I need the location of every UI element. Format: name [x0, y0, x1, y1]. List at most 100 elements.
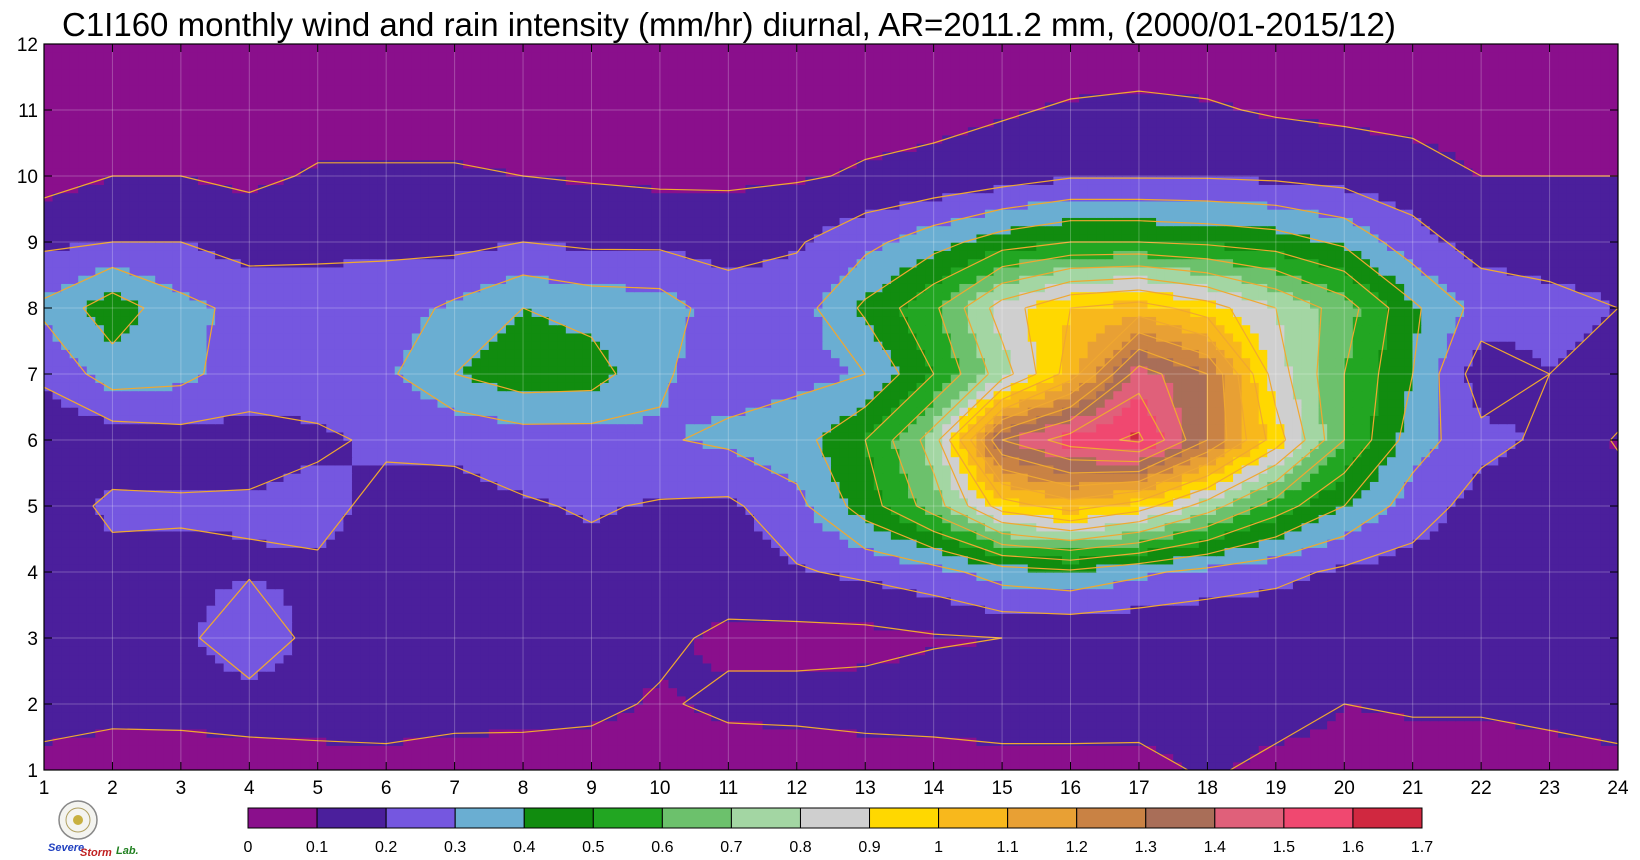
- contour-cell: [514, 720, 524, 730]
- contour-cell: [155, 679, 165, 689]
- contour-cell: [1361, 728, 1371, 738]
- contour-cell: [771, 547, 781, 557]
- contour-cell: [292, 654, 302, 664]
- contour-cell: [1600, 753, 1611, 763]
- contour-cell: [386, 687, 396, 697]
- contour-cell: [719, 671, 730, 680]
- contour-cell: [591, 687, 601, 697]
- contour-cell: [1575, 572, 1585, 581]
- contour-cell: [1079, 728, 1089, 738]
- contour-cell: [300, 753, 310, 763]
- contour-cell: [702, 737, 712, 746]
- contour-cell: [1344, 621, 1354, 631]
- contour-cell: [1053, 605, 1063, 614]
- contour-cell: [232, 737, 242, 746]
- contour-cell: [1284, 704, 1294, 713]
- contour-cell: [1096, 687, 1106, 697]
- contour-cell: [129, 638, 139, 647]
- contour-cell: [839, 580, 849, 590]
- contour-cell: [369, 687, 379, 697]
- contour-cell: [745, 588, 755, 598]
- contour-cell: [702, 720, 712, 730]
- contour-cell: [1284, 613, 1294, 623]
- contour-cell: [1104, 547, 1114, 557]
- contour-cell: [1215, 638, 1226, 647]
- contour-cell: [103, 761, 114, 770]
- contour-cell: [172, 555, 182, 565]
- contour-cell: [848, 761, 858, 770]
- contour-cell: [454, 646, 464, 656]
- contour-cell: [1156, 638, 1166, 647]
- contour-cell: [899, 547, 909, 557]
- contour-cell: [856, 605, 866, 614]
- contour-cell: [1027, 761, 1037, 770]
- contour-cell: [1156, 563, 1166, 573]
- contour-cell: [600, 572, 610, 581]
- contour-cell: [1130, 580, 1140, 590]
- contour-cell: [625, 638, 635, 647]
- contour-cell: [839, 555, 849, 565]
- contour-cell: [403, 596, 413, 606]
- contour-cell: [702, 728, 712, 738]
- contour-cell: [1421, 638, 1431, 647]
- contour-cell: [548, 621, 558, 631]
- contour-cell: [437, 580, 447, 590]
- contour-cell: [608, 596, 618, 606]
- contour-cell: [189, 720, 199, 730]
- contour-cell: [138, 629, 148, 639]
- contour-cell: [856, 596, 866, 606]
- contour-cell: [736, 638, 747, 647]
- contour-cell: [1438, 737, 1448, 746]
- contour-cell: [1609, 572, 1618, 581]
- contour-cell: [1002, 761, 1012, 770]
- contour-cell: [52, 695, 62, 705]
- contour-cell: [1600, 679, 1611, 689]
- contour-cell: [933, 737, 943, 746]
- contour-cell: [933, 687, 943, 697]
- contour-cell: [1173, 613, 1183, 623]
- contour-cell: [1609, 638, 1618, 647]
- contour-cell: [582, 679, 593, 689]
- contour-cell: [1575, 646, 1585, 656]
- contour-cell: [736, 679, 747, 689]
- contour-cell: [642, 654, 653, 664]
- contour-cell: [95, 580, 105, 590]
- contour-cell: [1010, 555, 1020, 565]
- contour-cell: [1104, 728, 1114, 738]
- contour-cell: [471, 572, 481, 581]
- contour-cell: [1361, 737, 1371, 746]
- contour-cell: [1541, 654, 1551, 664]
- contour-cell: [103, 720, 114, 730]
- contour-cell: [805, 629, 815, 639]
- contour-cell: [882, 704, 892, 713]
- contour-cell: [61, 712, 71, 722]
- contour-cell: [377, 671, 387, 680]
- contour-cell: [1532, 596, 1542, 606]
- contour-cell: [976, 572, 986, 581]
- contour-cell: [933, 679, 943, 689]
- contour-cell: [420, 745, 430, 755]
- contour-cell: [386, 580, 396, 590]
- contour-cell: [1019, 662, 1029, 672]
- contour-cell: [138, 646, 148, 656]
- contour-cell: [1387, 646, 1397, 656]
- contour-cell: [642, 646, 653, 656]
- contour-cell: [677, 745, 687, 755]
- contour-cell: [1138, 712, 1149, 722]
- contour-cell: [471, 563, 481, 573]
- contour-cell: [600, 745, 610, 755]
- contour-cell: [882, 596, 892, 606]
- contour-cell: [326, 671, 336, 680]
- contour-cell: [771, 753, 781, 763]
- contour-cell: [1053, 547, 1063, 557]
- contour-cell: [659, 646, 670, 656]
- contour-cell: [1352, 588, 1363, 598]
- contour-cell: [668, 679, 678, 689]
- contour-cell: [582, 687, 593, 697]
- contour-cell: [1121, 621, 1132, 631]
- contour-cell: [505, 588, 516, 598]
- contour-cell: [1395, 662, 1405, 672]
- contour-cell: [129, 580, 139, 590]
- contour-cell: [736, 720, 747, 730]
- contour-cell: [103, 728, 114, 738]
